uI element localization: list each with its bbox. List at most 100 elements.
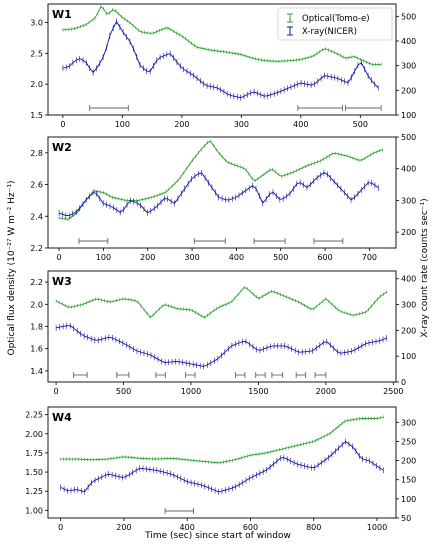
x-tick-label: 2500 bbox=[383, 387, 403, 396]
y-tick-label-left: 2.6 bbox=[30, 181, 43, 190]
panel-w2: W2 0 100 200 300 400 500 600 700 2.2 2.4 2.6 2.8 200 3… bbox=[30, 133, 416, 262]
panels-group: W10 100 200 300 400 5001.52.02.53.01002003004… bbox=[25, 3, 416, 532]
xray-errorbars bbox=[62, 18, 379, 101]
y-tick-label-left: 1.5 bbox=[30, 111, 43, 120]
y-tick-label-left: 2.2 bbox=[30, 244, 43, 253]
panel-label: W1 bbox=[52, 8, 72, 21]
x-tick-label: 1000 bbox=[367, 523, 387, 532]
y-tick-label-right: 500 bbox=[401, 12, 416, 21]
legend: Optical(Tomo-e) X-ray(NICER) bbox=[277, 7, 393, 41]
plot-frame bbox=[47, 3, 397, 116]
interval-marker bbox=[89, 105, 129, 111]
plot-frame bbox=[47, 270, 397, 383]
x-tick-label: 1500 bbox=[248, 387, 268, 396]
plot-frame bbox=[47, 406, 397, 519]
y-tick-label-left: 2.00 bbox=[25, 430, 43, 439]
x-tick-label: 800 bbox=[306, 523, 321, 532]
y-axis-label-right: X-ray count rate (counts sec⁻¹) bbox=[420, 198, 430, 337]
interval-marker bbox=[253, 238, 286, 244]
optical-errorbars bbox=[55, 285, 387, 320]
interval-marker bbox=[314, 372, 327, 378]
y-tick-label-right: 400 bbox=[401, 165, 416, 174]
x-tick-label: 400 bbox=[229, 253, 244, 262]
x-tick-label: 400 bbox=[180, 523, 195, 532]
optical-lightcurve bbox=[60, 416, 384, 464]
x-tick-label: 2000 bbox=[316, 387, 336, 396]
y-tick-label-right: 150 bbox=[401, 476, 416, 485]
y-tick-label-right: 0 bbox=[401, 378, 406, 387]
interval-marker bbox=[235, 372, 246, 378]
y-tick-label-left: 2.0 bbox=[30, 80, 43, 89]
legend-entry: X-ray(NICER) bbox=[287, 26, 357, 37]
y-tick-label-right: 500 bbox=[401, 133, 416, 142]
y-tick-label-left: 1.25 bbox=[25, 487, 43, 496]
xray-lightcurve bbox=[56, 325, 387, 367]
interval-marker bbox=[164, 508, 194, 514]
series-group bbox=[58, 139, 383, 221]
x-tick-label: 500 bbox=[273, 253, 288, 262]
xray-errorbars bbox=[55, 322, 387, 370]
y-tick-label-right: 250 bbox=[401, 437, 416, 446]
plot-frame bbox=[47, 136, 397, 249]
y-tick-label-left: 1.75 bbox=[25, 449, 43, 458]
interval-marker bbox=[295, 372, 307, 378]
y-tick-label-left: 1.50 bbox=[25, 468, 43, 477]
interval-marker bbox=[271, 372, 284, 378]
y-tick-label-right: 100 bbox=[401, 352, 416, 361]
x-tick-label: 200 bbox=[116, 523, 131, 532]
y-tick-label-right: 200 bbox=[401, 457, 416, 466]
interval-marker bbox=[185, 372, 196, 378]
legend-label: Optical(Tomo-e) bbox=[302, 14, 370, 24]
xray-errorbars bbox=[58, 169, 379, 219]
interval-marker bbox=[116, 372, 130, 378]
y-tick-label-right: 200 bbox=[401, 86, 416, 95]
y-tick-label-left: 2.25 bbox=[25, 411, 43, 420]
optical-errorbars bbox=[62, 5, 382, 66]
y-tick-label-right: 400 bbox=[401, 275, 416, 284]
optical-lightcurve bbox=[59, 140, 383, 220]
series-group bbox=[55, 285, 387, 370]
y-tick-label-left: 1.4 bbox=[30, 367, 43, 376]
y-tick-label-right: 50 bbox=[401, 514, 411, 523]
optical-lightcurve bbox=[55, 286, 387, 319]
y-tick-label-right: 200 bbox=[401, 326, 416, 335]
x-tick-label: 0 bbox=[54, 387, 59, 396]
interval-marker bbox=[78, 238, 109, 244]
legend-box bbox=[277, 7, 393, 41]
interval-marker bbox=[255, 372, 266, 378]
x-tick-label: 600 bbox=[243, 523, 258, 532]
x-tick-label: 500 bbox=[116, 387, 131, 396]
y-tick-label-right: 300 bbox=[401, 196, 416, 205]
xray-lightcurve bbox=[60, 441, 384, 493]
y-tick-label-right: 300 bbox=[401, 418, 416, 427]
y-tick-label-left: 2.5 bbox=[30, 49, 43, 58]
x-tick-label: 300 bbox=[234, 120, 249, 129]
y-tick-label-left: 1.8 bbox=[30, 323, 43, 332]
y-tick-label-right: 400 bbox=[401, 37, 416, 46]
x-tick-label: 700 bbox=[362, 253, 377, 262]
panel-label: W4 bbox=[52, 411, 72, 424]
series-group bbox=[60, 415, 384, 495]
panel-w4: W4 0 200 400 600 800 1000 1.00 1.25 1.50 1.75 2.00 2… bbox=[25, 406, 416, 532]
y-tick-label-left: 3.0 bbox=[30, 19, 43, 28]
y-tick-label-left: 2.8 bbox=[30, 149, 43, 158]
interval-marker bbox=[297, 105, 343, 111]
xray-errorbars bbox=[60, 438, 384, 495]
y-tick-label-left: 1.6 bbox=[30, 345, 43, 354]
y-tick-label-left: 1.00 bbox=[25, 506, 43, 515]
panel-w1: W1 0 100 200 300 400 500 1.5 2.0 2.5 3.0 100 200 300 4… bbox=[30, 3, 416, 129]
panel-w3: W3 0 500 1000 1500 2000 2500 1.4 1.6 1.8 2.0 2.2 0 10… bbox=[30, 270, 416, 396]
interval-marker bbox=[193, 238, 226, 244]
x-tick-label: 1000 bbox=[181, 387, 201, 396]
y-tick-label-right: 100 bbox=[401, 111, 416, 120]
legend-label: X-ray(NICER) bbox=[302, 27, 357, 37]
y-tick-label-left: 2.4 bbox=[30, 212, 43, 221]
optical-errorbars bbox=[60, 415, 384, 465]
y-tick-label-right: 300 bbox=[401, 62, 416, 71]
x-tick-label: 0 bbox=[58, 523, 63, 532]
x-tick-label: 500 bbox=[353, 120, 368, 129]
x-axis-label: Time (sec) since start of window bbox=[144, 531, 291, 541]
x-tick-label: 600 bbox=[317, 253, 332, 262]
x-tick-label: 100 bbox=[96, 253, 111, 262]
